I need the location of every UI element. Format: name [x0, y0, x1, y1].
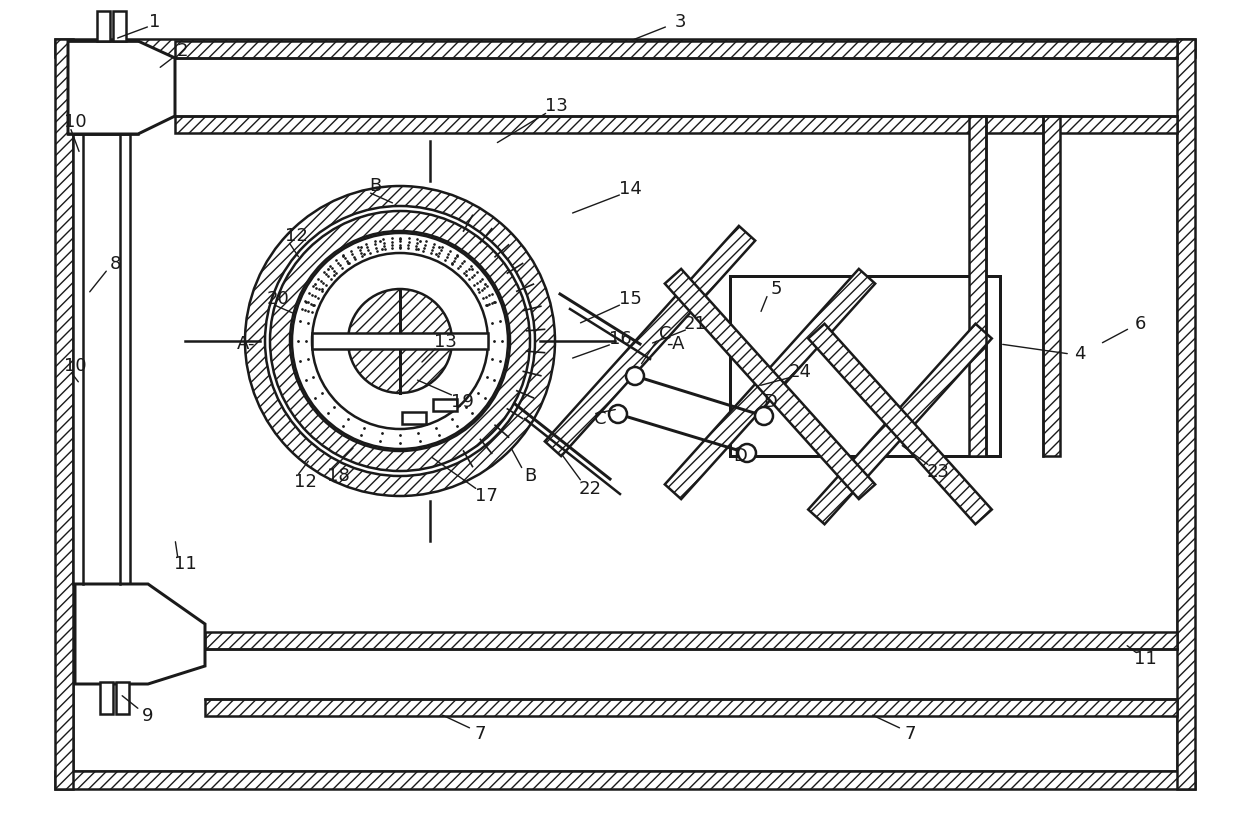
- Circle shape: [348, 289, 453, 393]
- Polygon shape: [808, 324, 992, 525]
- Circle shape: [270, 211, 529, 471]
- Text: 19: 19: [450, 393, 474, 411]
- Text: 1: 1: [149, 13, 161, 31]
- Text: 22: 22: [579, 480, 601, 498]
- Bar: [730, 276, 999, 456]
- Bar: [175, 58, 1177, 116]
- Bar: [117, 682, 129, 714]
- Bar: [433, 399, 456, 411]
- Circle shape: [290, 231, 510, 451]
- Text: 23: 23: [926, 463, 950, 481]
- Bar: [1177, 39, 1195, 789]
- Text: 13: 13: [434, 333, 456, 351]
- Text: 10: 10: [63, 357, 87, 375]
- Bar: [55, 771, 1195, 789]
- Text: B: B: [523, 467, 536, 485]
- Circle shape: [626, 367, 644, 385]
- Text: 24: 24: [789, 363, 811, 381]
- Text: 12: 12: [294, 473, 316, 491]
- Text: 12: 12: [284, 227, 308, 245]
- Text: C: C: [594, 410, 606, 428]
- Text: 15: 15: [619, 290, 641, 308]
- Polygon shape: [665, 269, 875, 499]
- Text: 11: 11: [174, 555, 196, 573]
- Text: 9: 9: [143, 707, 154, 725]
- Text: C: C: [658, 325, 671, 343]
- Polygon shape: [544, 226, 755, 456]
- Text: D: D: [763, 393, 777, 411]
- Text: 2: 2: [176, 42, 187, 60]
- Text: B: B: [368, 177, 381, 195]
- Bar: [205, 632, 1177, 649]
- Text: 6: 6: [1135, 315, 1146, 333]
- Text: 11: 11: [1133, 650, 1157, 668]
- Text: -A: -A: [666, 335, 684, 353]
- Text: 14: 14: [619, 180, 641, 198]
- Text: 3: 3: [675, 13, 686, 31]
- Text: 18: 18: [326, 467, 350, 485]
- Bar: [100, 682, 113, 714]
- Bar: [986, 116, 1043, 456]
- Text: 10: 10: [63, 113, 87, 131]
- Text: 21: 21: [683, 315, 707, 333]
- Bar: [1043, 116, 1060, 456]
- Bar: [205, 699, 1177, 716]
- Circle shape: [738, 444, 756, 462]
- Bar: [113, 11, 126, 41]
- Circle shape: [246, 186, 556, 496]
- Circle shape: [755, 407, 773, 425]
- Text: 4: 4: [1074, 345, 1086, 363]
- Text: A-: A-: [237, 335, 255, 353]
- Bar: [55, 39, 1195, 57]
- Text: 7: 7: [904, 725, 916, 743]
- Bar: [97, 11, 110, 41]
- Text: 20: 20: [267, 290, 289, 308]
- Text: 5: 5: [770, 280, 781, 298]
- Text: 8: 8: [109, 255, 120, 273]
- Text: 17: 17: [475, 487, 497, 505]
- Polygon shape: [665, 269, 875, 499]
- Text: 7: 7: [474, 725, 486, 743]
- Polygon shape: [808, 324, 992, 525]
- Bar: [312, 333, 489, 349]
- Circle shape: [291, 233, 508, 449]
- Text: 13: 13: [544, 97, 568, 115]
- Circle shape: [265, 206, 534, 476]
- Bar: [175, 116, 1177, 133]
- Circle shape: [609, 405, 627, 423]
- Text: 16: 16: [609, 330, 631, 348]
- Polygon shape: [74, 584, 205, 684]
- Bar: [402, 412, 425, 424]
- Bar: [175, 41, 1177, 58]
- Circle shape: [312, 253, 489, 429]
- Text: D: D: [733, 447, 746, 465]
- Bar: [205, 649, 1177, 699]
- Bar: [968, 116, 986, 456]
- Bar: [55, 39, 73, 789]
- Polygon shape: [68, 41, 175, 134]
- Bar: [73, 134, 130, 584]
